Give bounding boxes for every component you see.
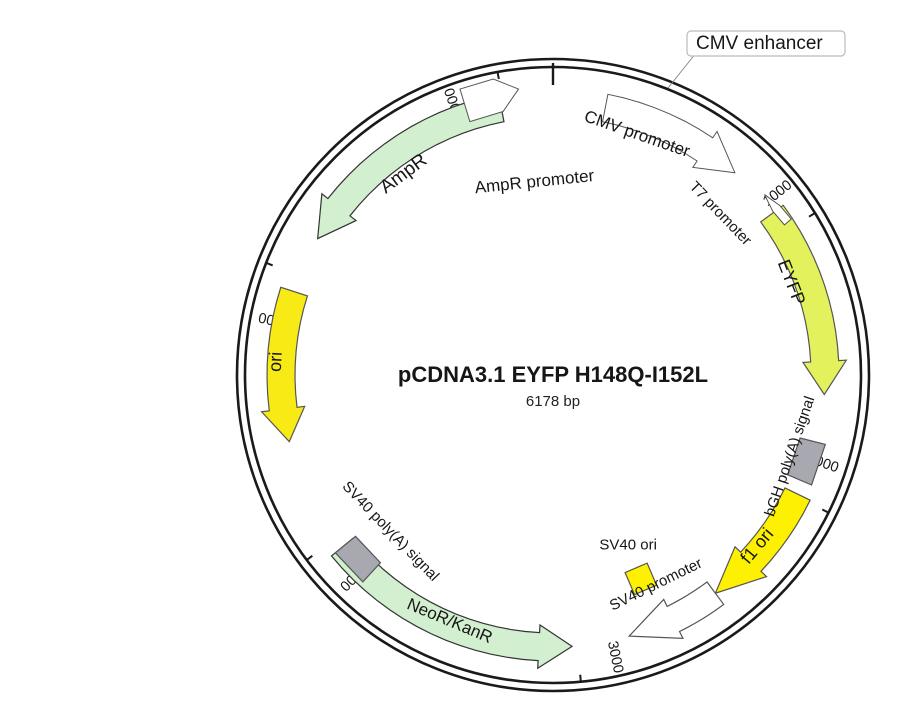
svg-text:ori: ori [265,351,286,372]
svg-text:SV40 ori: SV40 ori [599,536,657,553]
svg-text:T7 promoter: T7 promoter [686,178,755,249]
svg-text:AmpR promoter: AmpR promoter [474,166,596,197]
svg-text:3000: 3000 [604,640,626,675]
svg-text:pCDNA3.1 EYFP H148Q-I152L: pCDNA3.1 EYFP H148Q-I152L [398,362,708,387]
svg-text:6178 bp: 6178 bp [526,393,580,410]
svg-text:CMV enhancer: CMV enhancer [696,33,823,54]
